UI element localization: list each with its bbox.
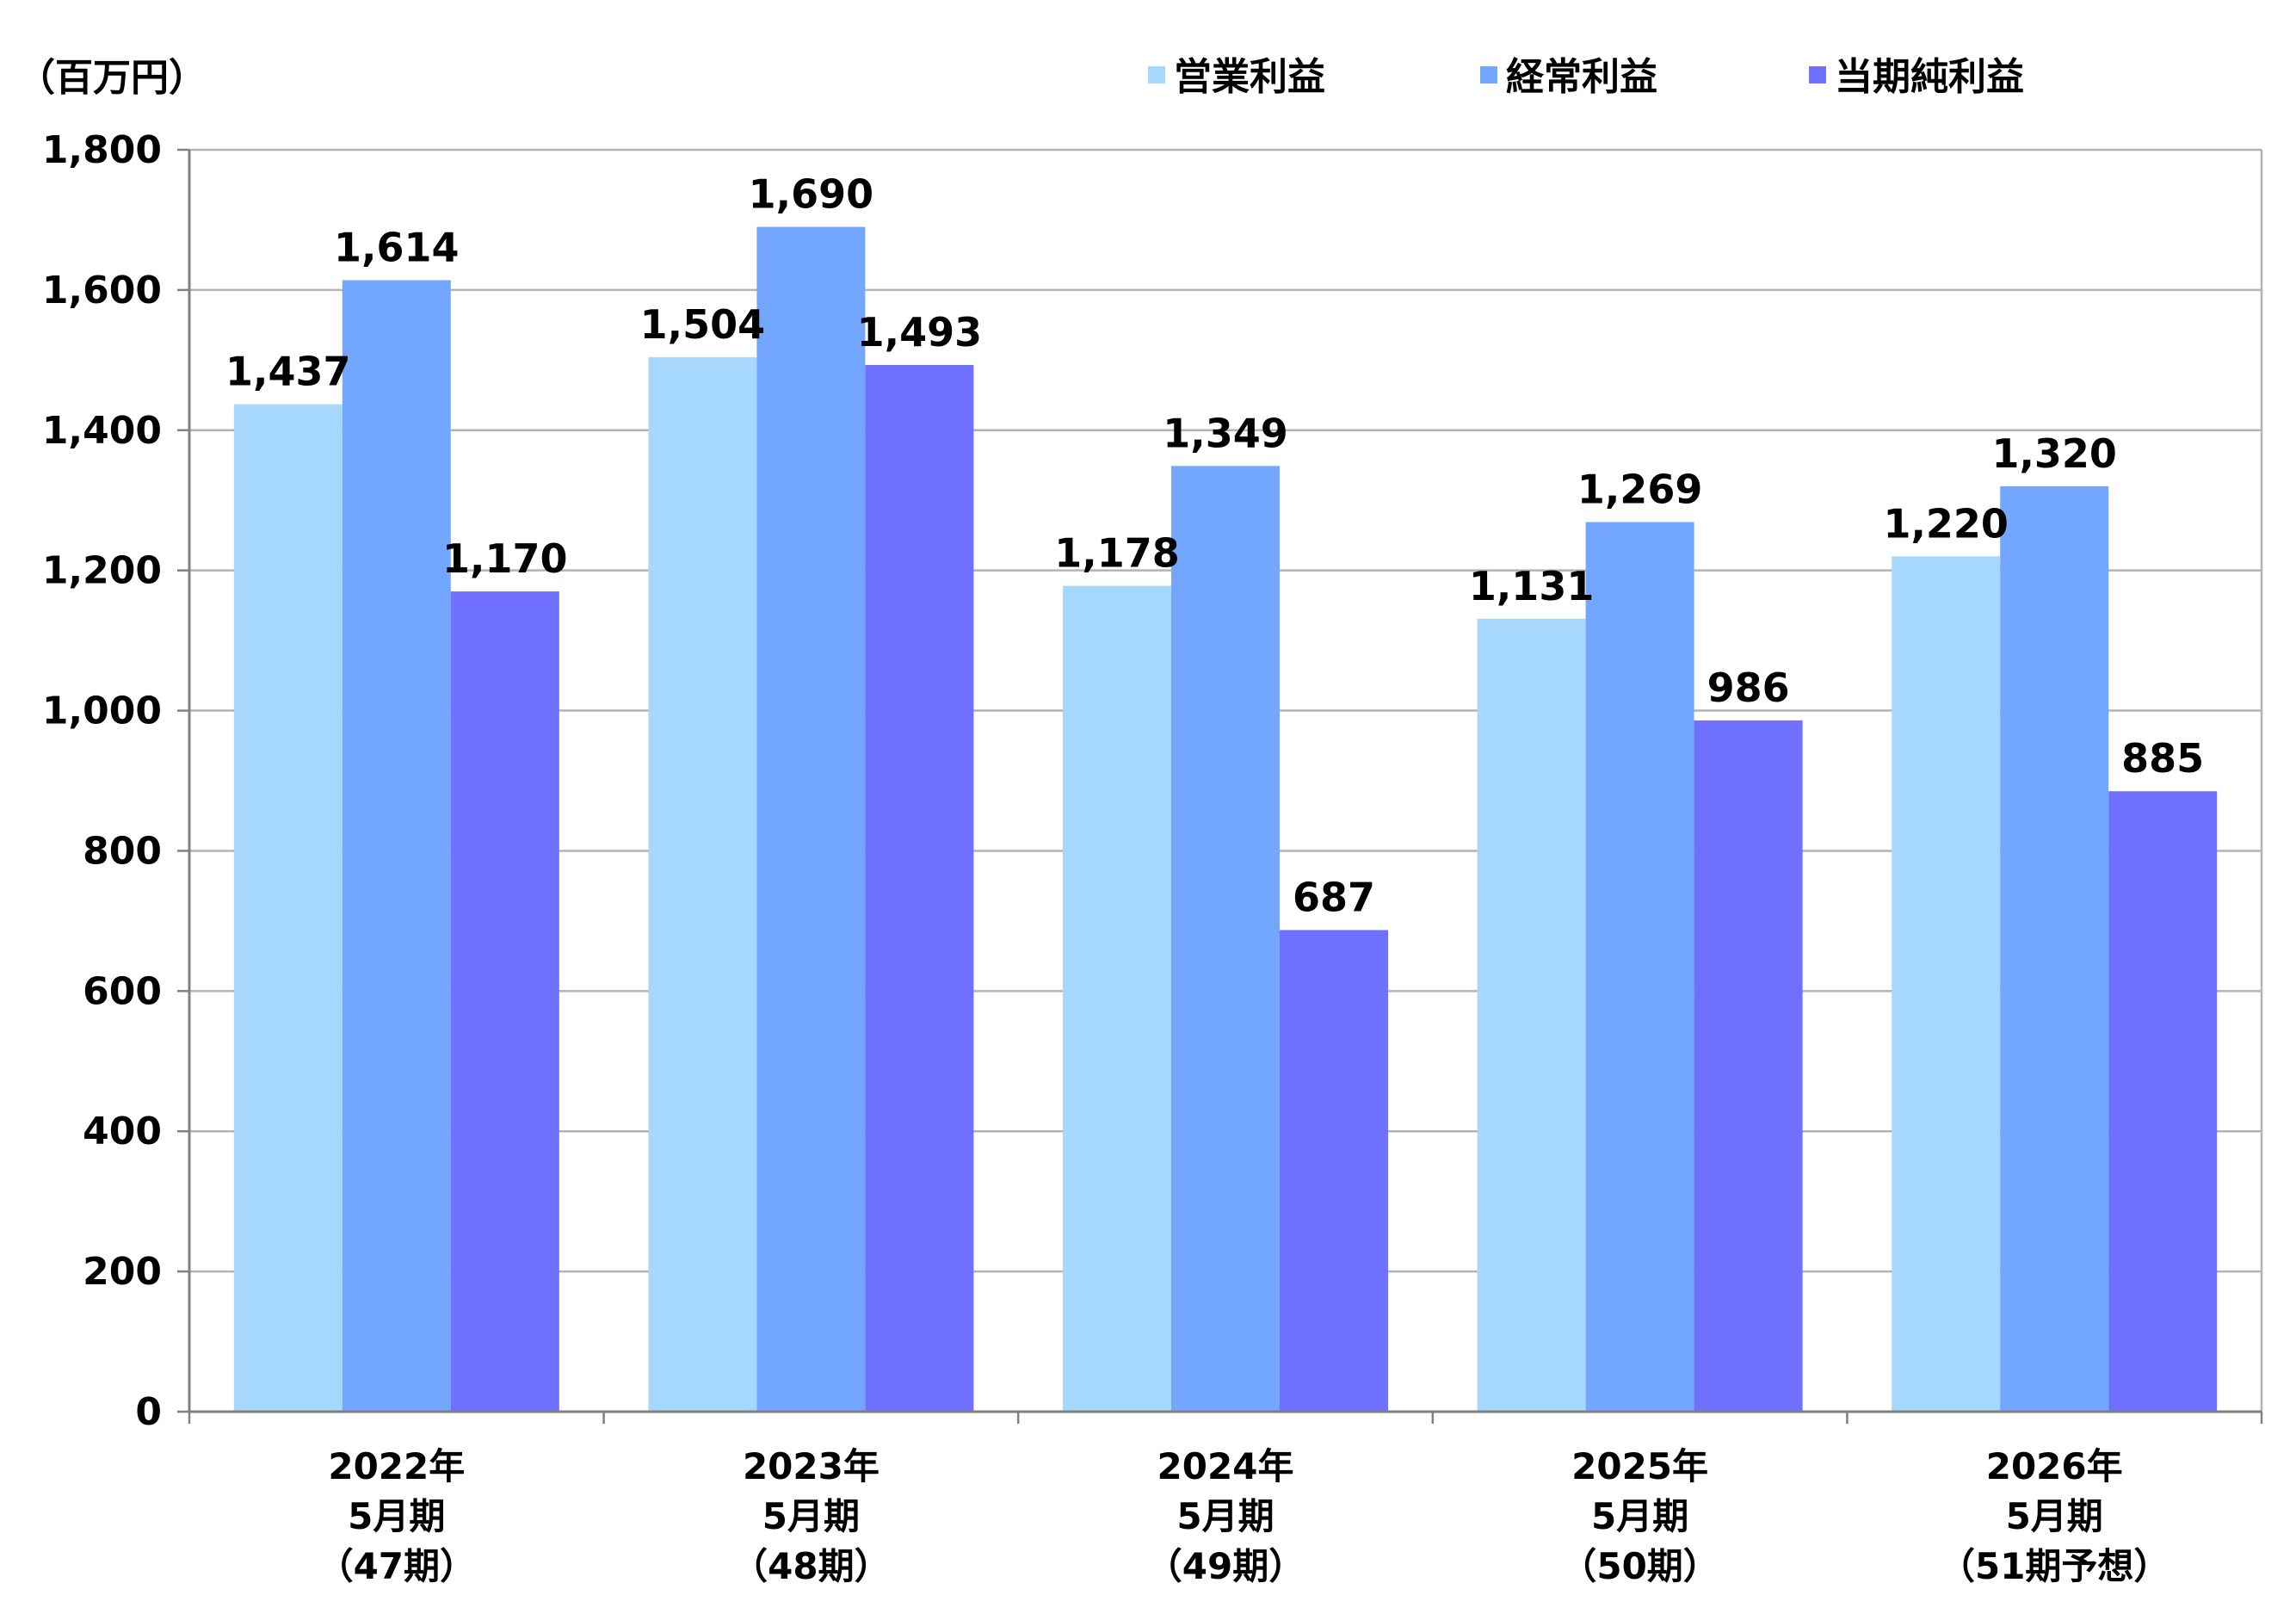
bar: [1585, 522, 1694, 1412]
data-label: 885: [2121, 735, 2204, 782]
legend: 営業利益 経常利益 当期純利益: [1148, 55, 2024, 99]
bar: [1892, 556, 2001, 1412]
bar: [1063, 585, 1171, 1412]
x-category-label: 5月期: [348, 1495, 445, 1537]
y-tick-label: 400: [83, 1110, 162, 1153]
bar: [648, 357, 757, 1412]
axes: [177, 148, 2263, 1424]
x-category-label: 5月期: [2006, 1495, 2103, 1537]
bar: [1477, 618, 1586, 1412]
data-label: 986: [1707, 665, 1790, 711]
x-category-label: （49期）: [1146, 1545, 1305, 1587]
x-category-label: 2025年: [1571, 1445, 1708, 1487]
legend-label: 営業利益: [1174, 55, 1325, 99]
bar: [865, 365, 974, 1413]
legend-swatch: [1480, 66, 1497, 83]
bar: [1171, 466, 1280, 1412]
y-tick-label: 1,000: [42, 689, 162, 733]
legend-swatch: [1148, 66, 1165, 83]
labels: 0 200 400 600 800 1,000 1,200 1,400 1,600 1,800 1,…: [42, 128, 2204, 1587]
y-tick-label: 1,200: [42, 549, 162, 593]
data-label: 1,437: [225, 349, 351, 395]
x-category-label: 2022年: [328, 1445, 465, 1487]
data-label: 1,504: [640, 301, 766, 348]
y-tick-label: 0: [135, 1390, 162, 1434]
bar: [1694, 720, 1803, 1412]
bar: [1280, 930, 1388, 1412]
data-label: 1,178: [1054, 530, 1180, 577]
data-label: 1,690: [749, 171, 874, 218]
x-category-label: （50期）: [1560, 1545, 1719, 1587]
y-unit-label: （百万円）: [17, 56, 207, 100]
data-label: 1,493: [857, 309, 983, 356]
legend-label: 経常利益: [1506, 55, 1657, 99]
x-category-label: 5月期: [762, 1495, 860, 1537]
data-label: 1,349: [1163, 410, 1288, 456]
legend-label: 当期純利益: [1835, 55, 2024, 99]
x-category-label: （51期予想）: [1939, 1545, 2169, 1587]
x-category-label: 2024年: [1157, 1445, 1294, 1487]
x-category-label: 2023年: [743, 1445, 880, 1487]
bar: [342, 280, 451, 1412]
bar: [450, 591, 559, 1412]
bar: [233, 404, 343, 1413]
x-category-label: 5月期: [1591, 1495, 1688, 1537]
y-tick-label: 1,600: [42, 269, 162, 312]
x-category-label: （48期）: [731, 1545, 890, 1587]
data-label: 1,170: [442, 535, 568, 582]
y-tick-label: 1,800: [42, 128, 162, 172]
data-label: 1,320: [1991, 430, 2117, 477]
x-category-label: （47期）: [318, 1545, 476, 1587]
bars: [233, 226, 2218, 1413]
x-category-label: 2026年: [1986, 1445, 2123, 1487]
data-label: 1,614: [334, 224, 460, 270]
bar: [2000, 485, 2109, 1412]
legend-swatch: [1809, 66, 1826, 83]
bar: [2108, 791, 2218, 1412]
y-tick-label: 200: [83, 1250, 162, 1294]
y-tick-label: 800: [83, 829, 162, 873]
x-category-label: 5月期: [1176, 1495, 1274, 1537]
y-tick-label: 600: [83, 969, 162, 1013]
bar: [756, 226, 866, 1413]
y-tick-label: 1,400: [42, 409, 162, 453]
data-label: 1,220: [1883, 500, 2009, 547]
data-label: 1,269: [1577, 466, 1703, 512]
data-label: 1,131: [1469, 563, 1595, 609]
data-label: 687: [1293, 874, 1375, 920]
